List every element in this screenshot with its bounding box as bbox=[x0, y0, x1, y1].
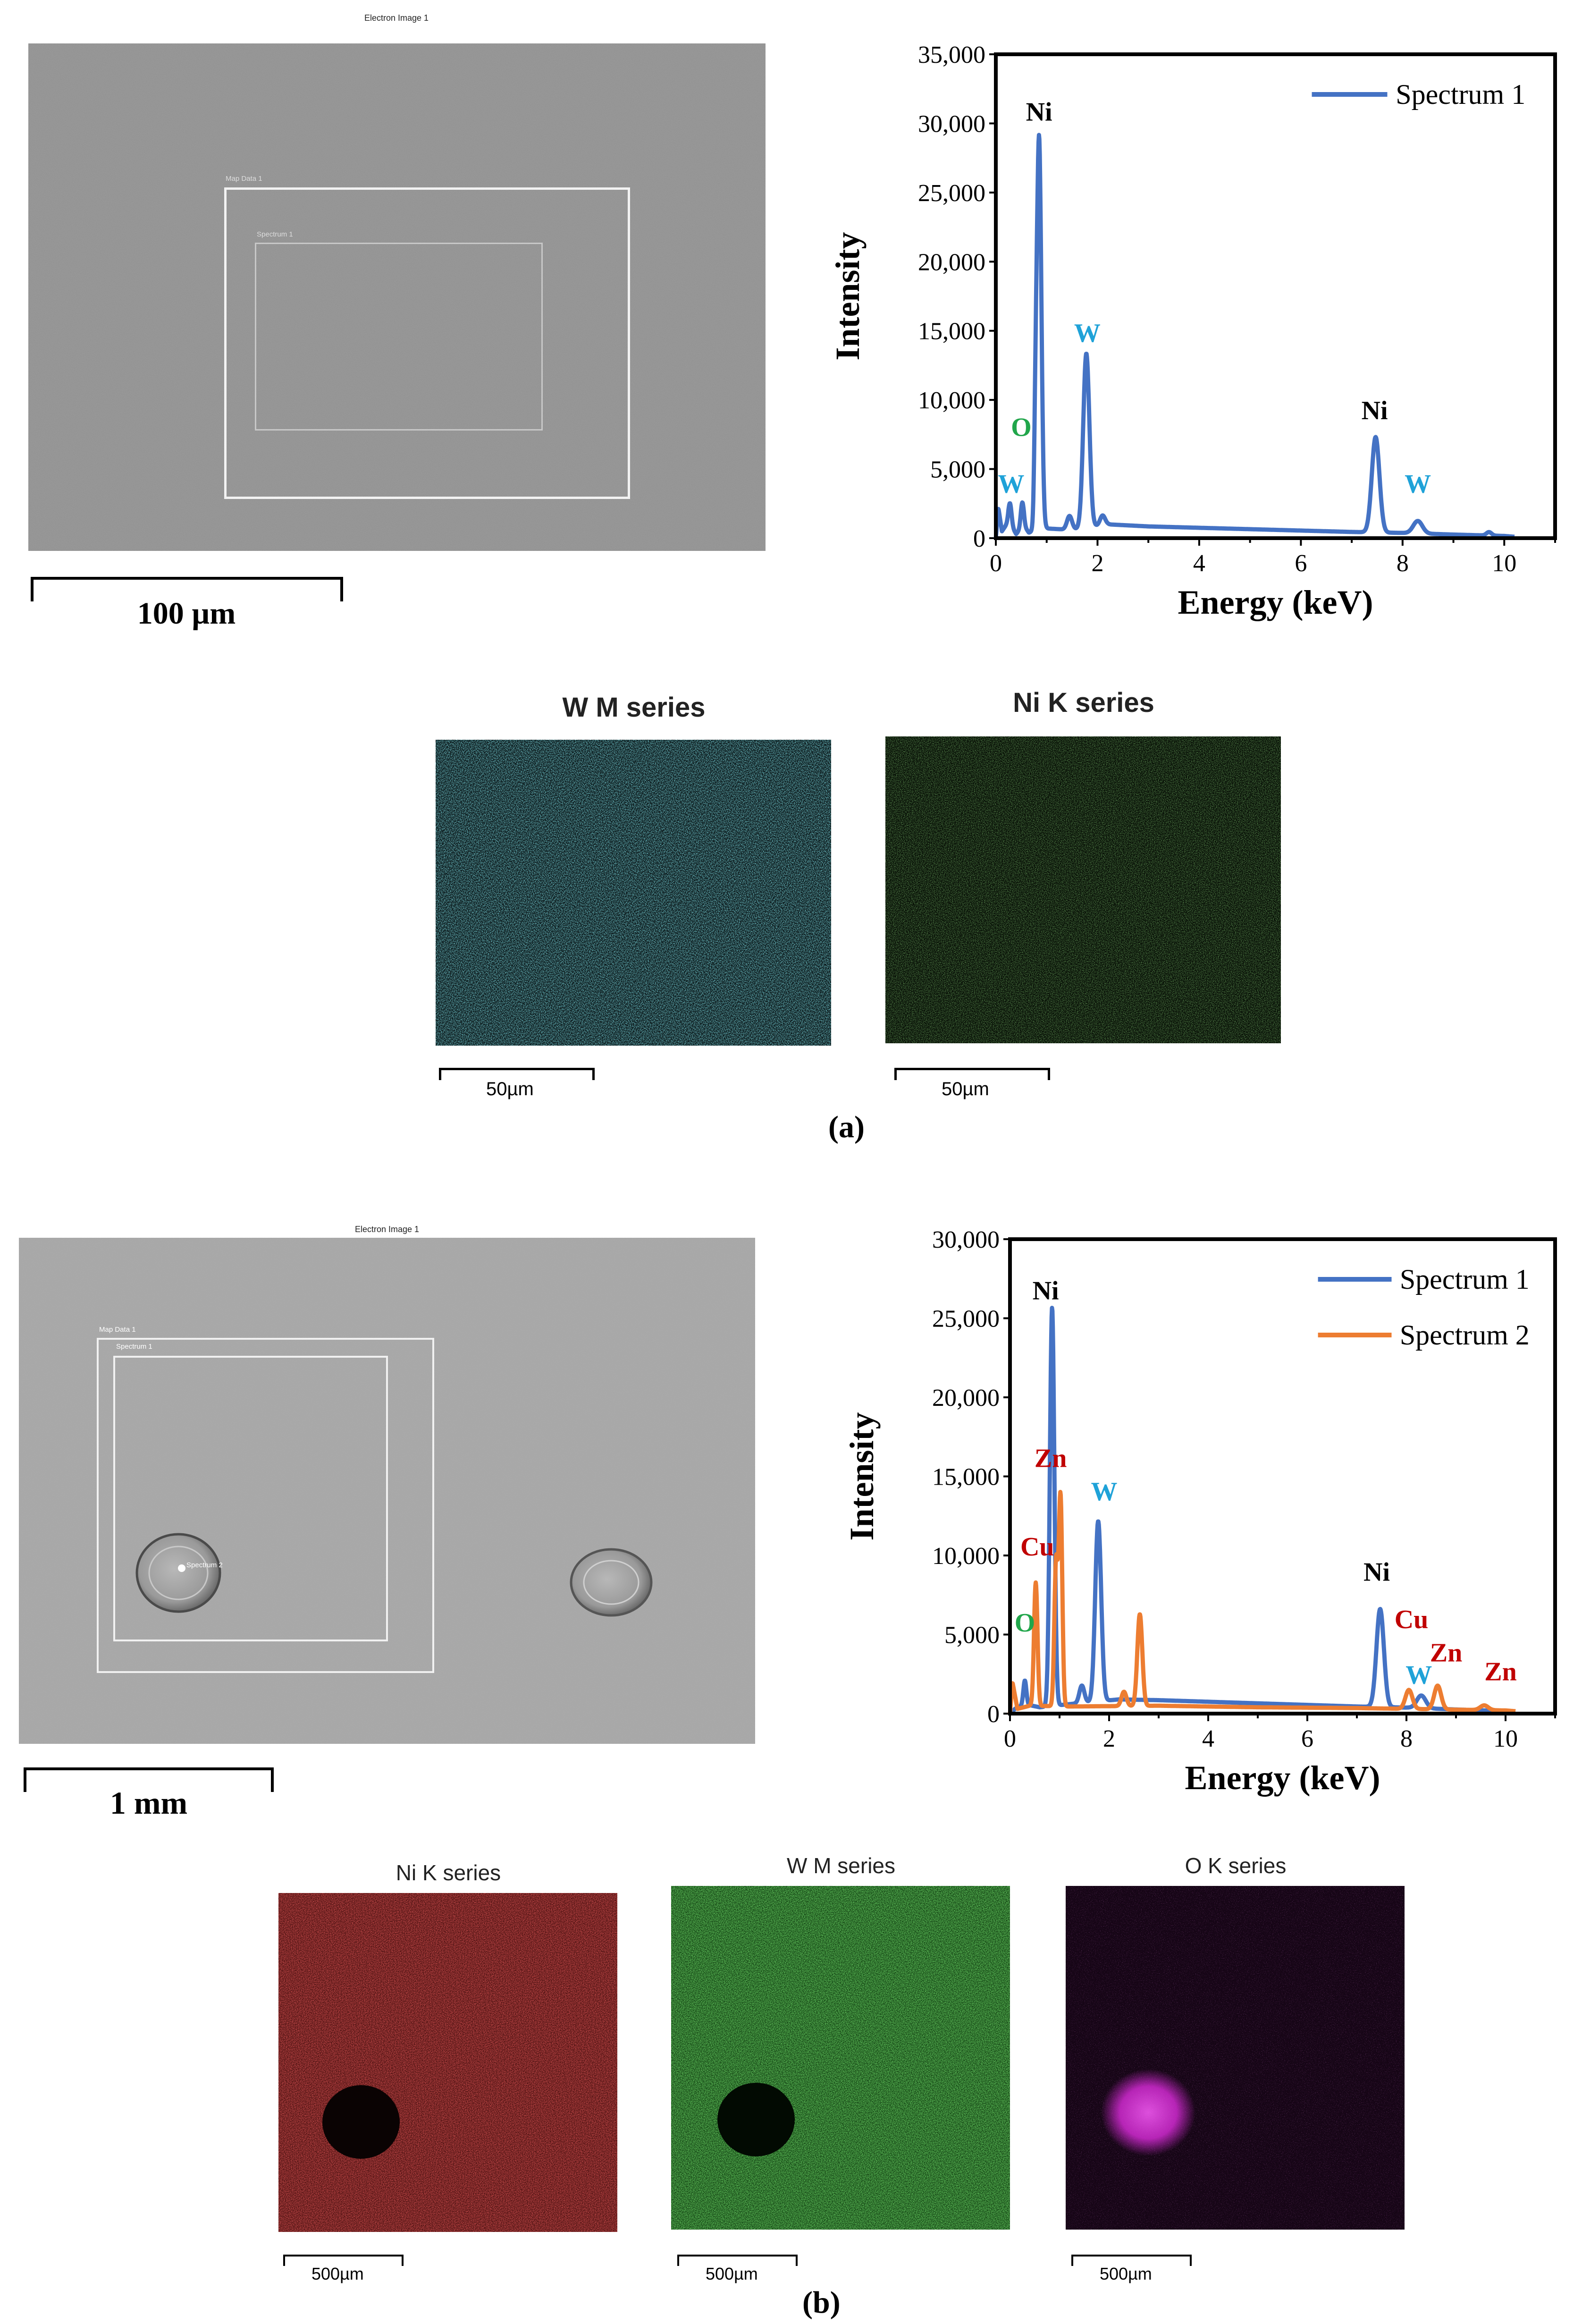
map-scale-label-a1: 50µm bbox=[486, 1079, 534, 1099]
x-tick-label: 6 bbox=[1301, 1725, 1313, 1752]
x-tick-label: 8 bbox=[1400, 1725, 1413, 1752]
sem-image-title-b: Electron Image 1 bbox=[354, 1225, 420, 1234]
y-tick-label: 10,000 bbox=[918, 387, 985, 414]
map-image-a1 bbox=[436, 740, 831, 1046]
spot-label-b: Spectrum 2 bbox=[186, 1561, 223, 1569]
map-scale-label-b2: 500µm bbox=[706, 2264, 758, 2283]
y-axis-title: Intensity bbox=[843, 1412, 881, 1540]
map-data-box-b bbox=[97, 1338, 434, 1673]
map-scale-bar-b3 bbox=[1071, 2255, 1192, 2266]
y-tick-label: 30,000 bbox=[932, 1227, 1000, 1253]
map-scale-bar-b2 bbox=[677, 2255, 798, 2266]
y-tick-label: 15,000 bbox=[932, 1464, 1000, 1491]
peak-annotation: W bbox=[1091, 1477, 1118, 1506]
peak-annotation: Ni bbox=[1026, 98, 1052, 127]
map-image-b2 bbox=[671, 1886, 1010, 2230]
map-scale-bar-a2 bbox=[894, 1068, 1050, 1080]
x-tick-label: 2 bbox=[1091, 550, 1103, 577]
x-axis-title: Energy (keV) bbox=[1185, 1759, 1380, 1797]
scale-label-a: 100 µm bbox=[137, 596, 236, 631]
peak-annotation: W bbox=[998, 469, 1024, 499]
peak-annotation: Zn bbox=[1035, 1444, 1067, 1473]
x-tick-label: 0 bbox=[990, 550, 1002, 577]
peak-annotation: Ni bbox=[1362, 396, 1388, 425]
plot-frame bbox=[1008, 1237, 1557, 1716]
map-title-b2: W M series bbox=[787, 1853, 895, 1878]
peak-annotation: Zn bbox=[1430, 1638, 1463, 1667]
map-title-b1: Ni K series bbox=[396, 1860, 501, 1885]
x-tick-label: 4 bbox=[1193, 550, 1205, 577]
y-tick-label: 10,000 bbox=[932, 1543, 1000, 1570]
y-tick-label: 5,000 bbox=[944, 1622, 1000, 1649]
x-tick-label: 10 bbox=[1492, 550, 1516, 577]
spectrum-chart-a: 0 5,000 10,000 15,000 20,000 25,000 30,000 35,0… bbox=[812, 28, 1576, 661]
series-line-1 bbox=[993, 133, 1516, 539]
y-tick-label: 0 bbox=[987, 1701, 1000, 1728]
scale-bar-a bbox=[31, 577, 343, 601]
peak-annotation: W bbox=[1405, 1660, 1432, 1690]
spectrum-label-a: Spectrum 1 bbox=[257, 230, 293, 238]
y-axis-title: Intensity bbox=[829, 232, 867, 360]
y-tick-label: 20,000 bbox=[932, 1385, 1000, 1411]
map-data-label-a: Map Data 1 bbox=[226, 175, 262, 183]
y-tick-label: 25,000 bbox=[932, 1306, 1000, 1333]
map-scale-label-b1: 500µm bbox=[311, 2264, 364, 2283]
x-tick-label: 0 bbox=[1004, 1725, 1016, 1752]
peak-annotation: O bbox=[1015, 1608, 1035, 1638]
peak-annotation: Ni bbox=[1033, 1276, 1059, 1305]
y-tick-label: 5,000 bbox=[930, 456, 985, 483]
map-image-b3 bbox=[1066, 1886, 1405, 2230]
panel-label-b: (b) bbox=[802, 2285, 841, 2320]
map-scale-label-b3: 500µm bbox=[1100, 2264, 1152, 2283]
map-title-a1: W M series bbox=[562, 692, 706, 723]
peak-annotation: Cu bbox=[1395, 1605, 1429, 1634]
spectrum-label-b: Spectrum 1 bbox=[116, 1343, 152, 1351]
x-tick-label: 8 bbox=[1397, 550, 1409, 577]
sem-image-b: Map Data 1 Spectrum 1 Spectrum 2 bbox=[19, 1238, 755, 1744]
peak-annotation: Ni bbox=[1363, 1558, 1390, 1587]
peak-annotation: W bbox=[1405, 469, 1431, 499]
x-tick-label: 10 bbox=[1493, 1725, 1518, 1752]
scale-bar-b bbox=[24, 1767, 274, 1792]
spectrum-box-b bbox=[113, 1356, 388, 1641]
peak-annotation: Zn bbox=[1484, 1657, 1517, 1687]
plot-frame bbox=[994, 52, 1557, 540]
map-title-b3: O K series bbox=[1185, 1853, 1287, 1878]
map-data-label-b: Map Data 1 bbox=[99, 1326, 136, 1334]
map-scale-bar-b1 bbox=[283, 2255, 404, 2266]
spectrum-chart-b: 0 5,000 10,000 15,000 20,000 25,000 30,000 0 2 4 6… bbox=[812, 1226, 1576, 1851]
map-title-a2: Ni K series bbox=[1013, 687, 1154, 718]
y-tick-label: 20,000 bbox=[918, 249, 985, 276]
y-tick-label: 25,000 bbox=[918, 180, 985, 207]
peak-annotation: W bbox=[1074, 319, 1101, 348]
y-tick-label: 30,000 bbox=[918, 110, 985, 137]
y-tick-label: 35,000 bbox=[918, 42, 985, 68]
x-tick-label: 6 bbox=[1295, 550, 1307, 577]
x-tick-label: 2 bbox=[1103, 1725, 1115, 1752]
series-line-2 bbox=[1008, 1490, 1517, 1714]
map-image-a2 bbox=[885, 736, 1281, 1043]
map-data-box-a bbox=[224, 187, 630, 499]
panel-label-a: (a) bbox=[828, 1110, 865, 1144]
sem-image-title-a: Electron Image 1 bbox=[364, 13, 429, 23]
y-tick-label: 15,000 bbox=[918, 318, 985, 345]
peak-annotation: O bbox=[1011, 413, 1032, 442]
x-tick-label: 4 bbox=[1202, 1725, 1214, 1752]
map-image-b1 bbox=[278, 1893, 617, 2232]
y-tick-label: 0 bbox=[973, 525, 985, 552]
peak-annotation: Cu bbox=[1020, 1532, 1054, 1562]
map-scale-bar-a1 bbox=[439, 1068, 595, 1080]
spectrum-box-a bbox=[255, 243, 543, 431]
legend-label: Spectrum 2 bbox=[1400, 1319, 1530, 1351]
legend-label: Spectrum 1 bbox=[1400, 1264, 1530, 1295]
x-axis-title: Energy (keV) bbox=[1178, 583, 1373, 621]
scale-label-b: 1 mm bbox=[109, 1785, 188, 1821]
map-scale-label-a2: 50µm bbox=[942, 1079, 989, 1099]
legend-label: Spectrum 1 bbox=[1396, 79, 1525, 110]
sem-image-a: Map Data 1 Spectrum 1 bbox=[28, 43, 766, 551]
